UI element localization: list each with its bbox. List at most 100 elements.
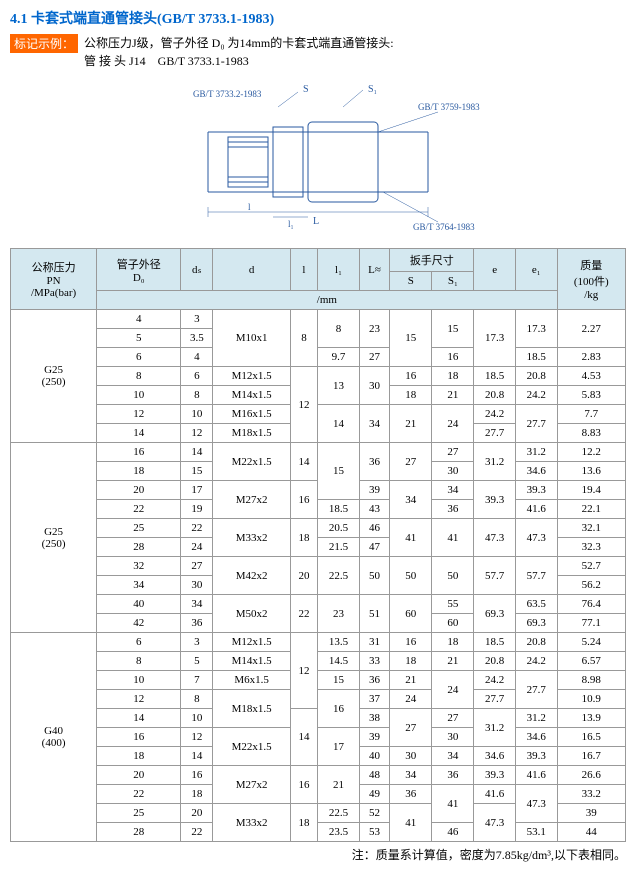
cell-L: 30	[359, 367, 389, 405]
cell-S1: 41	[432, 785, 474, 823]
cell-ds: 4	[181, 348, 213, 367]
cell-kg: 13.9	[557, 709, 625, 728]
cell-kg: 52.7	[557, 557, 625, 576]
cell-e: 31.2	[474, 709, 516, 747]
table-row: 3227M42x22022.550505057.757.752.7	[11, 557, 626, 576]
cell-d0: 40	[97, 595, 181, 614]
diagram-label-s: S	[303, 84, 309, 95]
cell-S: 27	[390, 709, 432, 747]
cell-L: 51	[359, 595, 389, 633]
cell-kg: 13.6	[557, 462, 625, 481]
cell-l1: 23	[318, 595, 360, 633]
cell-S1: 46	[432, 823, 474, 842]
example-text: 公称压力J级，管子外径 D₀ 为14mm的卡套式端直通管接头: 管 接 头 J1…	[84, 34, 394, 70]
cell-e: 31.2	[474, 443, 516, 481]
cell-S: 16	[390, 633, 432, 652]
cell-l1: 22.5	[318, 557, 360, 595]
cell-S: 41	[390, 804, 432, 842]
cell-e1: 17.3	[515, 310, 557, 348]
cell-d0: 18	[97, 747, 181, 766]
table-row: 1612M22x1.517393034.616.5	[11, 728, 626, 747]
diagram-ref2: GB/T 3759-1983	[418, 102, 480, 112]
cell-e1: 31.2	[515, 709, 557, 728]
cell-e1: 57.7	[515, 557, 557, 595]
cell-d: M14x1.5	[213, 386, 290, 405]
cell-l1: 13.5	[318, 633, 360, 652]
cell-L: 39	[359, 481, 389, 500]
th-d0: 管子外径D₀	[97, 249, 181, 291]
diagram-label-s1: S₁	[368, 84, 377, 95]
example-line-2: 管 接 头 J14 GB/T 3733.1-1983	[84, 52, 394, 70]
cell-kg: 7.7	[557, 405, 625, 424]
cell-l: 18	[290, 804, 317, 842]
cell-S1: 34	[432, 481, 474, 500]
cell-L: 37	[359, 690, 389, 709]
th-ds: dₛ	[181, 249, 213, 291]
cell-L: 49	[359, 785, 389, 804]
cell-S: 41	[390, 519, 432, 557]
cell-e1: 47.3	[515, 785, 557, 823]
table-row: 4034M50x2222351605569.363.576.4	[11, 595, 626, 614]
cell-d0: 8	[97, 652, 181, 671]
table-row: G25(250)1614M22x1.5141536272731.231.212.…	[11, 443, 626, 462]
cell-ds: 3	[181, 310, 213, 329]
example-block: 标记示例： 公称压力J级，管子外径 D₀ 为14mm的卡套式端直通管接头: 管 …	[0, 32, 636, 72]
cell-S1: 18	[432, 367, 474, 386]
cell-S: 50	[390, 557, 432, 595]
cell-l1: 13	[318, 367, 360, 405]
cell-ds: 15	[181, 462, 213, 481]
cell-S1: 30	[432, 462, 474, 481]
cell-e1: 24.2	[515, 386, 557, 405]
cell-d0: 25	[97, 804, 181, 823]
footnote: 注：质量系计算值，密度为7.85kg/dm³,以下表相同。	[0, 842, 636, 871]
diagram-ref3: GB/T 3764-1983	[413, 222, 475, 232]
cell-S1: 34	[432, 747, 474, 766]
cell-S: 16	[390, 367, 432, 386]
cell-kg: 22.1	[557, 500, 625, 519]
cell-ds: 22	[181, 823, 213, 842]
table-row: G25(250)43M10x18823151517.317.32.27	[11, 310, 626, 329]
cell-e: 27.7	[474, 424, 516, 443]
cell-l: 12	[290, 367, 317, 443]
table-row: 85M14x1.514.533182120.824.26.57	[11, 652, 626, 671]
cell-e1: 63.5	[515, 595, 557, 614]
diagram-ref1: GB/T 3733.2-1983	[193, 89, 262, 99]
cell-l1: 18.5	[318, 500, 360, 519]
cell-S: 30	[390, 747, 432, 766]
cell-d0: 18	[97, 462, 181, 481]
cell-l1: 9.7	[318, 348, 360, 367]
cell-l1: 16	[318, 690, 360, 728]
cell-ds: 30	[181, 576, 213, 595]
cell-e1: 41.6	[515, 500, 557, 519]
cell-L: 38	[359, 709, 389, 728]
cell-L: 33	[359, 652, 389, 671]
cell-pn: G40(400)	[11, 633, 97, 842]
cell-e: 24.2	[474, 671, 516, 690]
cell-d0: 34	[97, 576, 181, 595]
cell-kg: 33.2	[557, 785, 625, 804]
cell-kg: 26.6	[557, 766, 625, 785]
cell-d0: 32	[97, 557, 181, 576]
cell-e1: 34.6	[515, 462, 557, 481]
cell-e1: 41.6	[515, 766, 557, 785]
cell-l1: 21.5	[318, 538, 360, 557]
cell-d0: 12	[97, 690, 181, 709]
th-wrench: 扳手尺寸	[390, 249, 474, 272]
cell-L: 36	[359, 671, 389, 690]
cell-d0: 16	[97, 728, 181, 747]
cell-S: 27	[390, 443, 432, 481]
cell-kg: 76.4	[557, 595, 625, 614]
table-row: 282223.5534653.144	[11, 823, 626, 842]
th-e: e	[474, 249, 516, 291]
cell-d0: 42	[97, 614, 181, 633]
cell-pn: G25(250)	[11, 310, 97, 443]
cell-ds: 20	[181, 804, 213, 823]
spec-table: 公称压力PN/MPa(bar) 管子外径D₀ dₛ d l l₁ L≈ 扳手尺寸…	[10, 248, 626, 842]
cell-kg: 5.83	[557, 386, 625, 405]
cell-d0: 5	[97, 329, 181, 348]
cell-e: 47.3	[474, 804, 516, 842]
th-l: l	[290, 249, 317, 291]
cell-S: 21	[390, 671, 432, 690]
cell-kg: 39	[557, 804, 625, 823]
cell-kg: 77.1	[557, 614, 625, 633]
